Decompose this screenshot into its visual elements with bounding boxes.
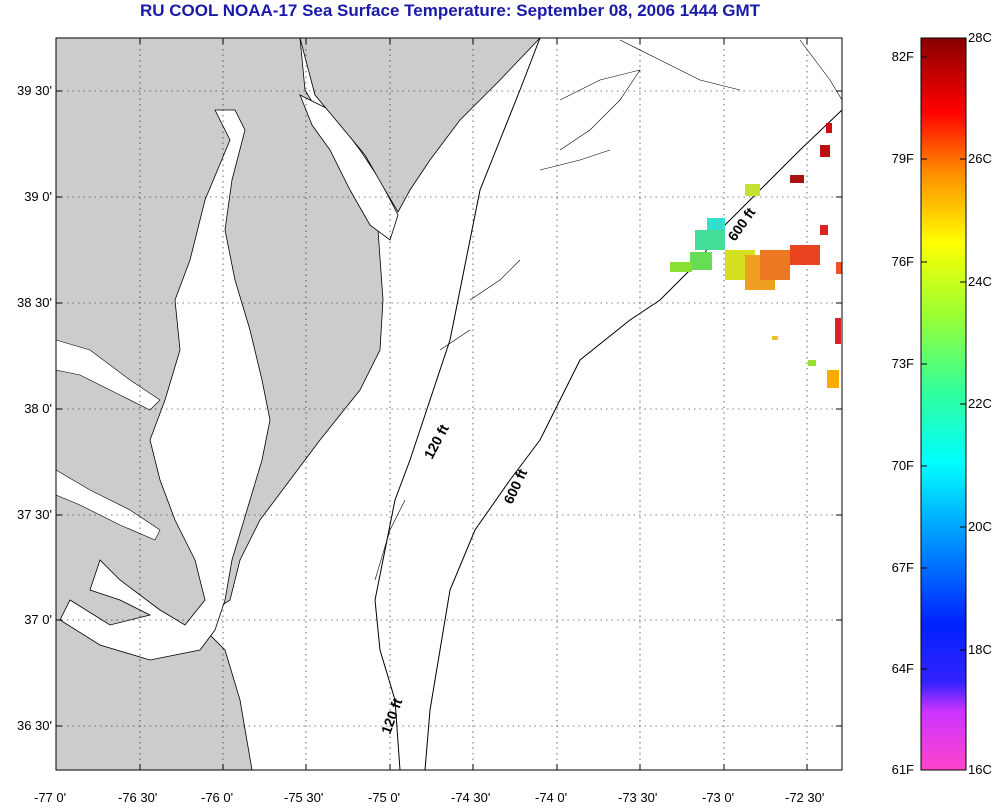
contour-120ft (374, 37, 541, 771)
lon-label: -75 30' (284, 790, 324, 805)
lat-label: 39 0' (24, 189, 52, 204)
colorbar-f-label: 79F (891, 151, 914, 166)
land-new-jersey (299, 37, 541, 213)
colorbar-f-label: 70F (891, 458, 914, 473)
map-title: RU COOL NOAA-17 Sea Surface Temperature:… (139, 1, 761, 20)
lat-label: 38 0' (24, 401, 52, 416)
colorbar-c-label: 16C (968, 762, 992, 777)
colorbar-gradient (920, 37, 967, 771)
colorbar-f-label: 67F (891, 560, 914, 575)
sst-data-patches (670, 123, 842, 388)
contour-600ft (424, 109, 843, 771)
colorbar-f-label: 73F (891, 356, 914, 371)
colorbar-c-label: 28C (968, 30, 992, 45)
colorbar-c-label: 26C (968, 151, 992, 166)
lat-label: 37 0' (24, 612, 52, 627)
lat-label: 38 30' (16, 295, 52, 310)
colorbar-f-label: 61F (891, 762, 914, 777)
lon-label: -77 0' (34, 790, 67, 805)
colorbar-f-label: 64F (891, 661, 914, 676)
colorbar-f-label: 76F (891, 254, 914, 269)
lon-label: -74 0' (535, 790, 568, 805)
colorbar-c-label: 22C (968, 396, 992, 411)
lat-label: 39 30' (16, 83, 52, 98)
colorbar-c-label: 18C (968, 642, 992, 657)
colorbar-c-label: 20C (968, 519, 992, 534)
lat-label: 36 30' (16, 718, 52, 733)
lon-label: -76 0' (201, 790, 234, 805)
lon-label: -72 30' (785, 790, 825, 805)
lon-label: -73 0' (702, 790, 735, 805)
lon-label: -73 30' (618, 790, 658, 805)
chesapeake-bay (59, 109, 271, 661)
graticule (56, 38, 842, 770)
lat-label: 37 30' (16, 507, 52, 522)
colorbar-c-label: 24C (968, 274, 992, 289)
lon-label: -74 30' (451, 790, 491, 805)
lon-label: -75 0' (368, 790, 401, 805)
colorbar-f-label: 82F (891, 49, 914, 64)
lon-label: -76 30' (118, 790, 158, 805)
